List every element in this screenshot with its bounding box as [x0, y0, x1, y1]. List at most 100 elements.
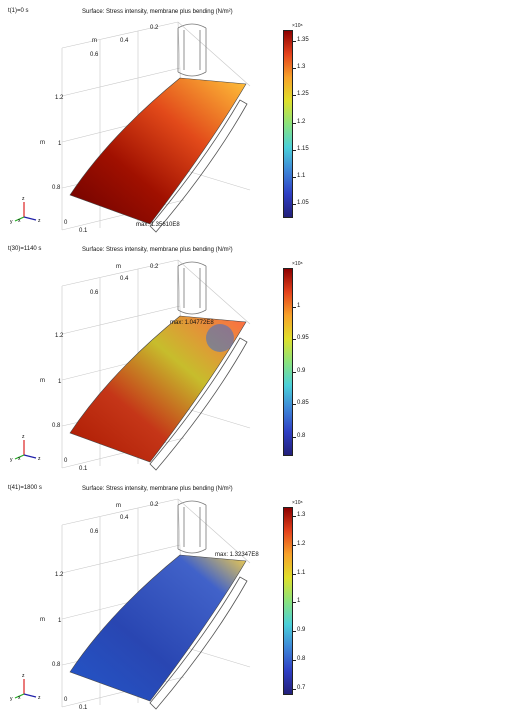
triad-label: z — [38, 456, 41, 462]
colorbar-exponent: ×10⁸ — [292, 261, 303, 267]
colorbar-tick-mark — [293, 177, 296, 179]
3d-plot-canvas[interactable] — [0, 477, 532, 715]
colorbar-tick-mark — [293, 602, 296, 604]
axis-unit: m — [40, 378, 45, 384]
time-label: t(1)=0 s — [8, 8, 29, 14]
plate-frame — [149, 337, 248, 471]
axis-label: m — [92, 38, 97, 44]
plate-frame — [149, 99, 248, 233]
colorbar-tick-label: 1.25 — [297, 91, 309, 98]
plot-panel-2[interactable]: t(30)=1140 s Surface: Stress intensity, … — [0, 238, 532, 476]
triad-label: y — [10, 219, 13, 225]
colorbar-tick-label: 1 — [297, 598, 301, 605]
colorbar-tick-label: 0.85 — [297, 400, 309, 407]
colorbar-tick-label: 1.2 — [297, 118, 306, 125]
axis-label: 0.4 — [120, 38, 129, 44]
3d-plot-canvas[interactable] — [0, 238, 532, 476]
axis-label: 0.8 — [52, 423, 61, 429]
colorbar-tick-mark — [293, 95, 296, 97]
low-stress-region — [206, 324, 234, 352]
colorbar-exponent: ×10⁸ — [292, 23, 303, 29]
colorbar-exponent: ×10⁸ — [292, 500, 303, 506]
colorbar-tick-label: 1.1 — [297, 173, 306, 180]
colorbar — [283, 507, 293, 695]
triad-label: z — [38, 695, 41, 701]
triad-label: z — [22, 434, 25, 440]
axis-label: 0.6 — [90, 290, 99, 296]
colorbar-tick-label: 1.35 — [297, 36, 309, 43]
stress-surface[interactable] — [69, 554, 247, 702]
max-label: max: 1.35610E8 — [136, 222, 180, 228]
max-label: max: 1.04772E8 — [170, 320, 214, 326]
colorbar-tick-mark — [293, 515, 296, 517]
axis-label: 1.2 — [55, 333, 64, 339]
axis-unit: m — [40, 140, 45, 146]
axis-label: 1 — [58, 618, 62, 624]
3d-plot-canvas[interactable] — [0, 0, 532, 238]
stress-surface[interactable] — [69, 315, 247, 463]
colorbar — [283, 268, 293, 456]
colorbar-tick-mark — [293, 544, 296, 546]
colorbar-tick-label: 0.9 — [297, 367, 306, 374]
pipe-outline — [177, 261, 207, 315]
axis-label: 0.2 — [150, 264, 159, 270]
triad-label: y — [10, 457, 13, 463]
triad-label: x — [18, 456, 21, 462]
colorbar-tick-mark — [293, 371, 296, 373]
colorbar-tick-mark — [293, 306, 296, 308]
colorbar-tick-label: 1.3 — [297, 64, 306, 71]
colorbar-tick-label: 1.1 — [297, 569, 306, 576]
triad-label: z — [22, 196, 25, 202]
time-label: t(41)=1800 s — [8, 485, 42, 491]
axis-label: 0.1 — [79, 705, 88, 711]
triad-label: z — [38, 218, 41, 224]
colorbar-tick-mark — [293, 573, 296, 575]
plot-title: Surface: Stress intensity, membrane plus… — [82, 486, 233, 492]
colorbar-tick-label: 1.05 — [297, 200, 309, 207]
axis-label: 1.2 — [55, 95, 64, 101]
plot-panel-3[interactable]: t(41)=1800 s Surface: Stress intensity, … — [0, 477, 532, 715]
colorbar-tick-mark — [293, 68, 296, 70]
max-label: max: 1.32347E8 — [215, 552, 259, 558]
colorbar-tick-mark — [293, 40, 296, 42]
colorbar — [283, 30, 293, 218]
colorbar-tick-label: 0.8 — [297, 656, 306, 663]
colorbar-tick-label: 0.95 — [297, 335, 309, 342]
colorbar-tick-mark — [293, 631, 296, 633]
axis-label: 0.8 — [52, 662, 61, 668]
plot-title: Surface: Stress intensity, membrane plus… — [82, 247, 233, 253]
plot-panel-1[interactable]: t(1)=0 s Surface: Stress intensity, memb… — [0, 0, 532, 238]
axis-unit: m — [40, 617, 45, 623]
triad-label: x — [18, 218, 21, 224]
colorbar-tick-label: 1.2 — [297, 540, 306, 547]
triad-label: y — [10, 696, 13, 702]
colorbar-tick-mark — [293, 689, 296, 691]
axis-label: 0.6 — [90, 52, 99, 58]
triad-label: x — [18, 695, 21, 701]
colorbar-tick-label: 0.7 — [297, 685, 306, 692]
stress-surface[interactable] — [69, 77, 247, 225]
colorbar-tick-label: 1 — [297, 302, 301, 309]
axis-label: 0.2 — [150, 502, 159, 508]
pipe-outline — [177, 23, 207, 77]
axis-label: 1 — [58, 141, 62, 147]
axis-label: 0 — [64, 697, 68, 703]
colorbar-tick-label: 1.3 — [297, 511, 306, 518]
triad-label: z — [22, 673, 25, 679]
colorbar-tick-mark — [293, 339, 296, 341]
axis-label: 1 — [58, 379, 62, 385]
axis-label: 0.4 — [120, 276, 129, 282]
axis-label: 0.8 — [52, 185, 61, 191]
axis-label: 0.4 — [120, 515, 129, 521]
colorbar-tick-label: 0.8 — [297, 432, 306, 439]
colorbar-tick-mark — [293, 122, 296, 124]
axis-label: m — [116, 264, 121, 270]
axis-label: 0 — [64, 220, 68, 226]
colorbar-tick-mark — [293, 436, 296, 438]
colorbar-tick-mark — [293, 660, 296, 662]
axis-label: 0 — [64, 458, 68, 464]
colorbar-tick-mark — [293, 404, 296, 406]
pipe-outline — [177, 500, 207, 554]
axis-triad-icon: z z y x — [10, 196, 41, 225]
colorbar-tick-mark — [293, 149, 296, 151]
